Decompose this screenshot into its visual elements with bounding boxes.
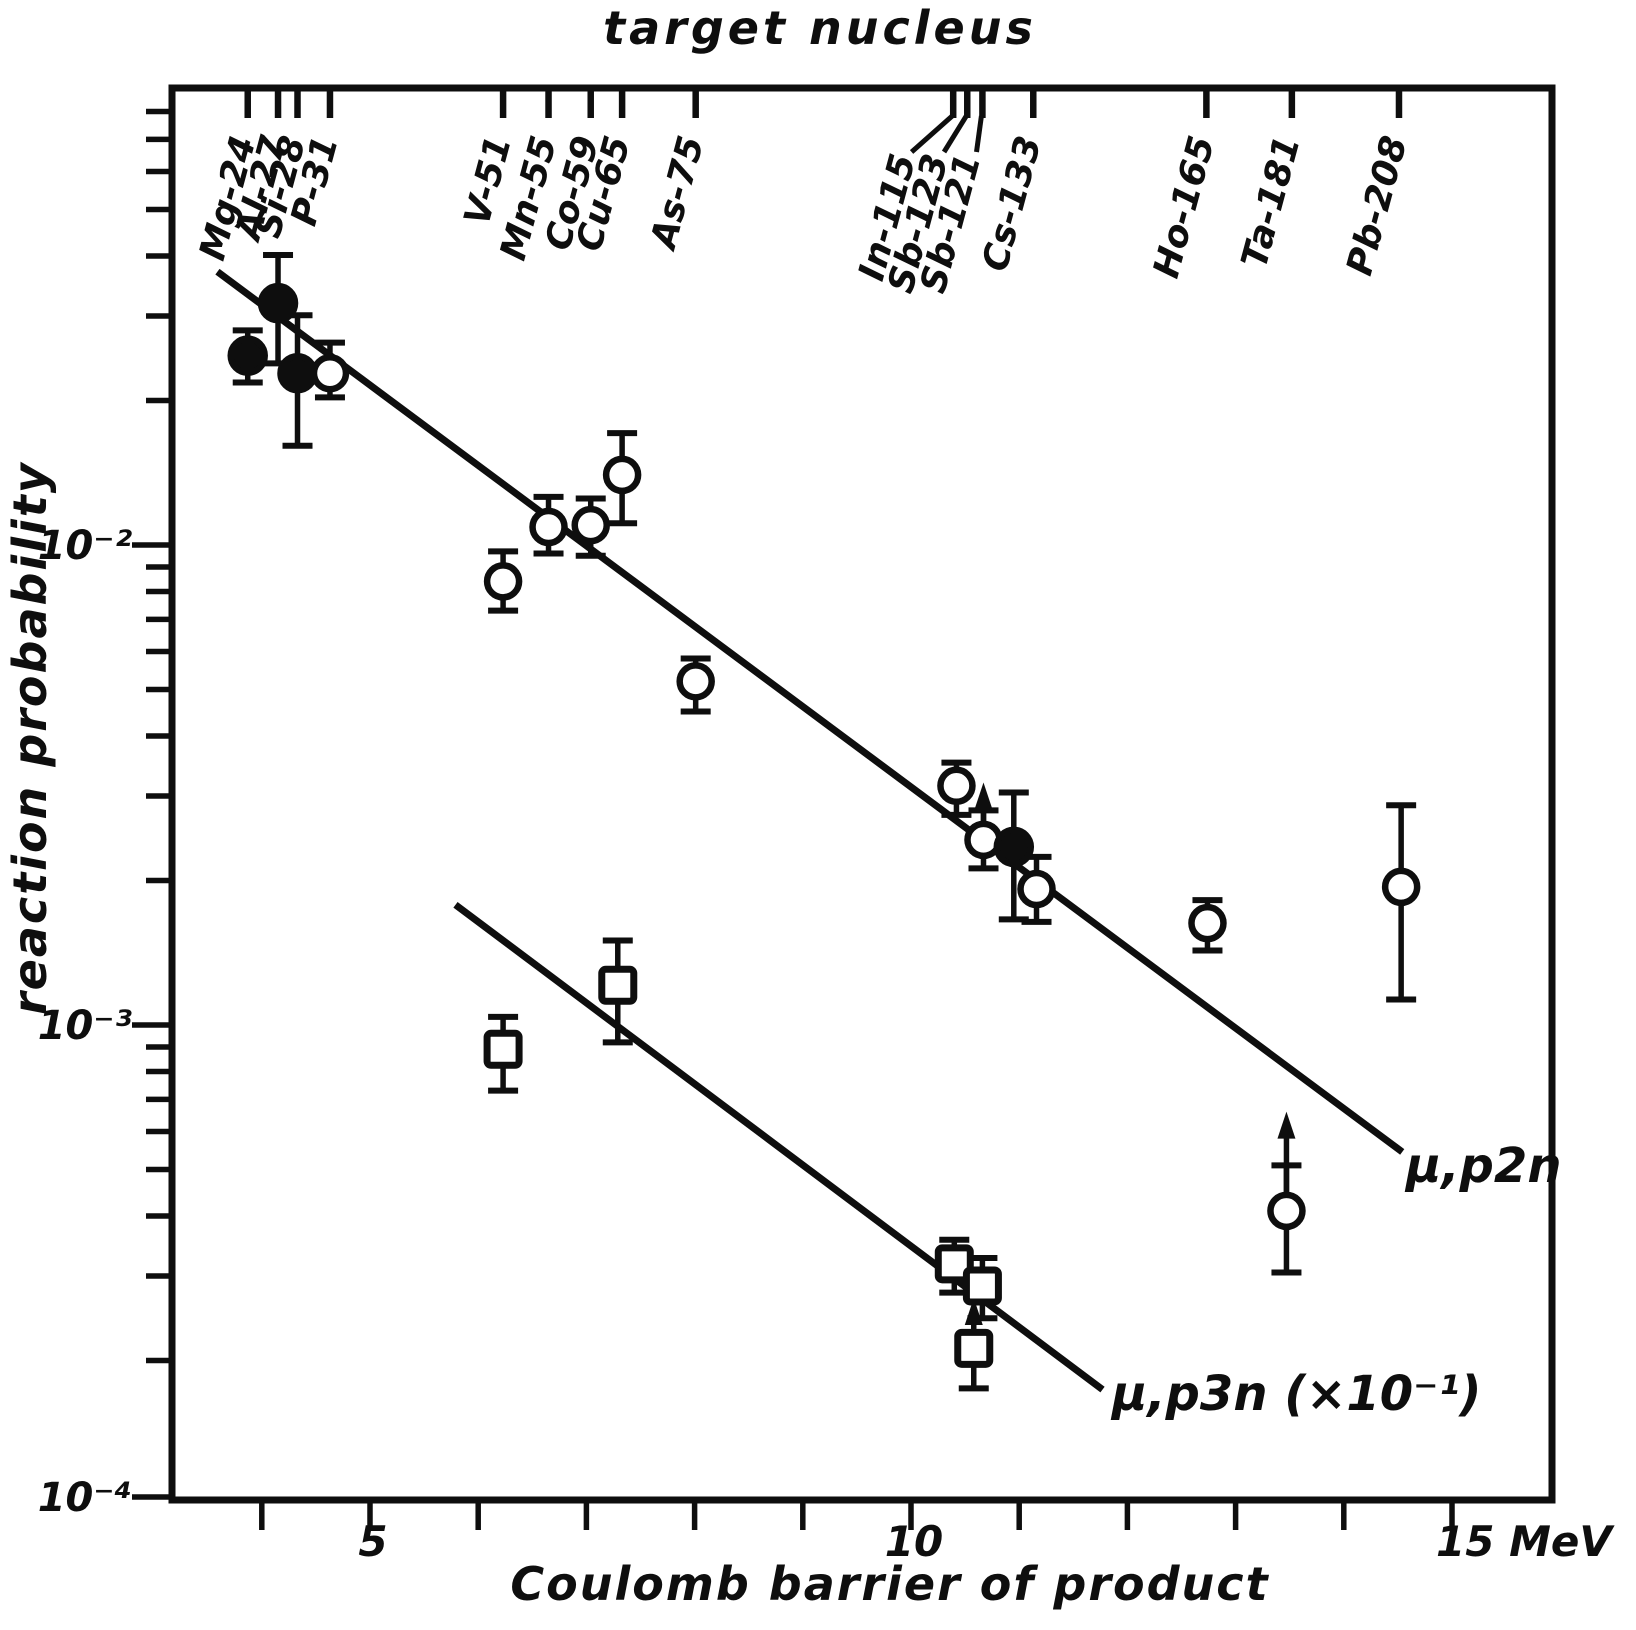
open-circle-marker [676, 662, 715, 701]
open-circle-marker [937, 766, 976, 806]
y-tick-label: 10⁻³ [38, 1003, 133, 1049]
open-circle-marker [1267, 1191, 1306, 1231]
series-label-mu-p3n: μ,p3n (×10⁻¹) [1110, 1366, 1481, 1422]
x-tick-label: 15 MeV [1436, 1517, 1615, 1566]
open-square-marker [483, 1029, 523, 1069]
data-layer [215, 251, 1421, 1393]
open-circle-marker [1188, 903, 1227, 943]
nucleus-label: Ta-181 [1234, 132, 1308, 273]
nucleus-leader-line [909, 114, 954, 154]
open-circle-marker [571, 505, 610, 545]
limit-arrow-head [974, 782, 993, 810]
open-square-marker [598, 965, 638, 1005]
x-tick-label: 5 [358, 1517, 387, 1566]
x-axis-label: Coulomb barrier of product [510, 1557, 1269, 1611]
x-tick-label: 10 [885, 1517, 943, 1566]
filled-circle-marker [227, 335, 268, 376]
fit-line-mu-p2n [215, 268, 1405, 1155]
open-circle-marker [483, 562, 523, 601]
series-label-mu-p2n: μ,p2n [1404, 1138, 1561, 1194]
nucleus-label: Ho-165 [1146, 132, 1223, 283]
open-square-marker [954, 1328, 994, 1368]
open-circle-marker [1381, 867, 1421, 907]
top-axis-title: target nucleus [603, 1, 1037, 55]
y-axis-label: reaction probability [3, 461, 57, 1015]
open-square-marker [962, 1266, 1002, 1306]
open-circle-marker [1017, 869, 1056, 909]
y-tick-label: 10⁻⁴ [38, 1475, 132, 1521]
nucleus-label: Cs-133 [975, 132, 1050, 276]
nucleus-leader-line [941, 114, 969, 154]
nucleus-label: As-75 [642, 132, 712, 256]
nucleus-label: Pb-208 [1339, 132, 1415, 280]
open-circle-marker [529, 507, 568, 547]
filled-circle-marker [993, 826, 1035, 868]
limit-arrow-head [1277, 1111, 1296, 1139]
filled-circle-marker [257, 282, 299, 324]
fit-line-mu-p3n [453, 901, 1105, 1393]
open-circle-marker [602, 455, 642, 495]
y-tick-label: 10⁻² [38, 523, 133, 569]
plot-border [168, 84, 1556, 1504]
nucleus-leader-line [974, 115, 984, 153]
open-square-marker [934, 1244, 974, 1284]
filled-circle-marker [277, 352, 318, 394]
open-circle-marker [310, 353, 350, 393]
